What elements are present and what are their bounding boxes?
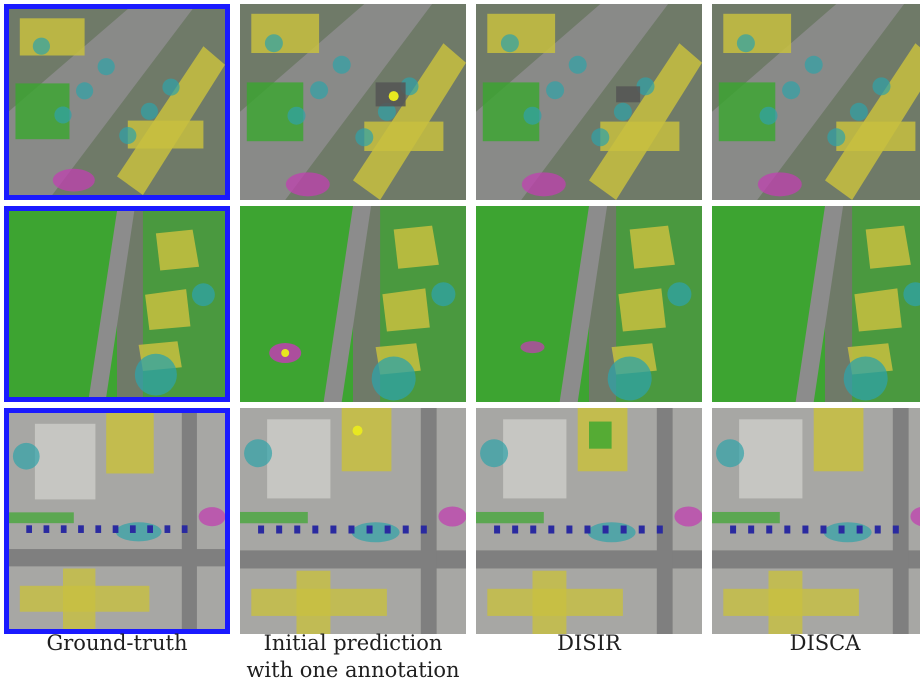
tile-disir-row-2 [476, 206, 702, 402]
segmentation-overlay-image [476, 206, 702, 402]
caption-disir-line1: DISIR [557, 631, 621, 655]
segmentation-overlay-image [476, 408, 702, 634]
segmentation-overlay-image [240, 408, 466, 634]
tile-ground-truth-row-3 [4, 408, 230, 634]
segmentation-overlay-image [712, 206, 920, 402]
tile-ground-truth-row-2 [4, 206, 230, 402]
image-grid [4, 4, 920, 634]
segmentation-overlay-image [712, 408, 920, 634]
segmentation-overlay-image [712, 4, 920, 200]
caption-initial-prediction-line1: Initial prediction [263, 631, 443, 655]
column-captions: Ground-truth Initial prediction with one… [4, 630, 920, 684]
caption-initial-prediction-line2: with one annotation [246, 658, 460, 682]
segmentation-overlay-image [476, 4, 702, 200]
caption-disca-line1: DISCA [789, 631, 861, 655]
caption-initial-prediction: Initial prediction with one annotation [240, 630, 466, 684]
caption-ground-truth-line1: Ground-truth [46, 631, 188, 655]
tile-initial-prediction-row-2 [240, 206, 466, 402]
tile-disca-row-3 [712, 408, 920, 634]
segmentation-overlay-image [9, 211, 225, 397]
segmentation-overlay-image [240, 206, 466, 402]
tile-disir-row-3 [476, 408, 702, 634]
segmentation-overlay-image [9, 413, 225, 629]
caption-disca: DISCA [712, 630, 920, 684]
tile-initial-prediction-row-3 [240, 408, 466, 634]
tile-disca-row-2 [712, 206, 920, 402]
tile-ground-truth-row-1 [4, 4, 230, 200]
tile-disca-row-1 [712, 4, 920, 200]
segmentation-overlay-image [240, 4, 466, 200]
tile-disir-row-1 [476, 4, 702, 200]
tile-initial-prediction-row-1 [240, 4, 466, 200]
caption-disir: DISIR [476, 630, 702, 684]
caption-ground-truth: Ground-truth [4, 630, 230, 684]
segmentation-overlay-image [9, 9, 225, 195]
